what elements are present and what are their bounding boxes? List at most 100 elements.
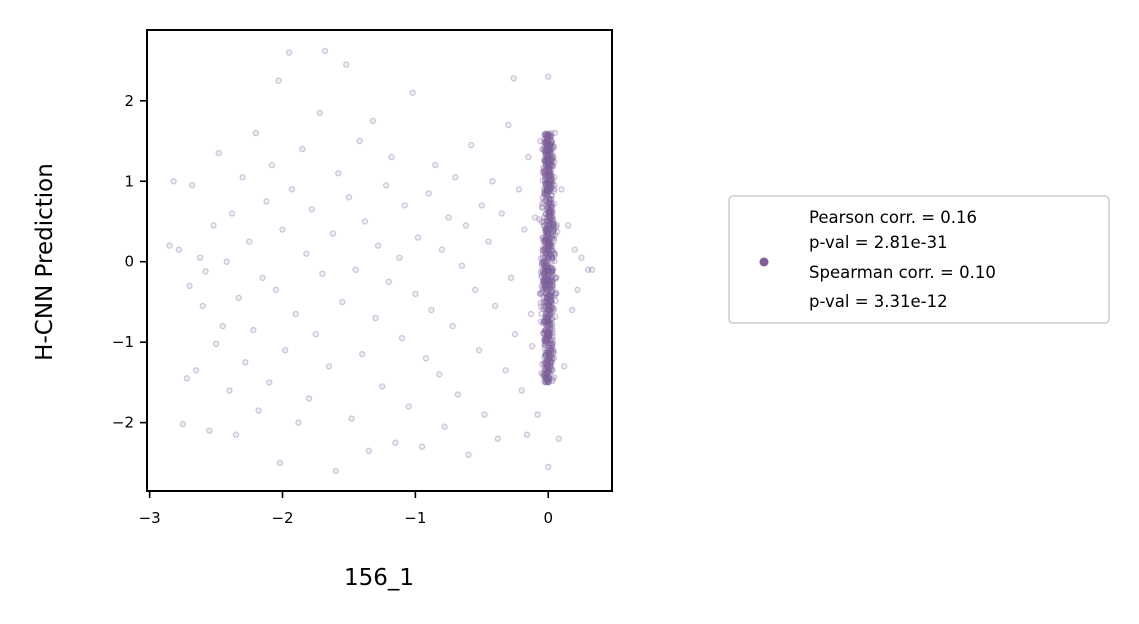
data-point <box>543 370 551 377</box>
data-point <box>548 235 555 242</box>
data-point <box>548 355 555 362</box>
data-point <box>544 301 551 308</box>
data-point <box>547 179 554 186</box>
data-point <box>545 318 552 326</box>
data-point <box>226 387 233 394</box>
data-point <box>541 169 548 176</box>
data-point <box>547 320 554 328</box>
data-point <box>541 335 549 342</box>
data-point <box>545 312 553 320</box>
data-point <box>548 233 555 240</box>
data-point <box>544 262 551 269</box>
data-point <box>494 435 501 442</box>
data-point <box>545 240 552 247</box>
data-point <box>545 206 553 214</box>
data-point <box>543 267 550 275</box>
data-point <box>551 275 559 283</box>
data-point <box>544 162 552 170</box>
data-point <box>527 310 535 318</box>
data-point <box>544 305 551 312</box>
data-point <box>548 310 555 317</box>
data-point <box>538 260 546 267</box>
data-point <box>545 354 553 361</box>
data-point <box>543 332 550 340</box>
data-point <box>548 265 556 272</box>
data-point <box>546 235 553 243</box>
data-point <box>545 379 552 386</box>
data-point <box>547 242 555 250</box>
data-point <box>551 231 559 239</box>
data-point <box>510 75 517 82</box>
data-point <box>525 153 532 161</box>
data-point <box>547 142 554 149</box>
data-point <box>542 139 549 146</box>
data-point <box>359 351 366 358</box>
data-point <box>199 302 206 310</box>
data-point <box>542 133 550 141</box>
data-point <box>541 366 549 373</box>
data-point <box>478 202 485 209</box>
data-point <box>548 175 555 183</box>
data-point <box>540 260 547 267</box>
data-point <box>546 185 553 192</box>
data-point <box>548 288 556 295</box>
data-point <box>537 269 545 276</box>
data-point <box>547 283 555 291</box>
data-point <box>542 314 549 322</box>
data-point <box>542 360 549 368</box>
data-point <box>545 182 552 190</box>
data-point <box>543 150 550 157</box>
data-point <box>428 306 435 314</box>
data-point <box>542 374 549 381</box>
data-point <box>552 291 559 299</box>
data-point <box>544 204 551 212</box>
data-point <box>542 371 549 379</box>
data-point <box>166 242 173 249</box>
data-point <box>223 258 230 265</box>
data-point <box>544 224 552 231</box>
data-point <box>548 293 556 300</box>
x-axis-ticks: −3 −2 −1 0 <box>139 491 553 527</box>
data-point <box>544 333 551 341</box>
data-point <box>547 204 554 211</box>
data-point <box>272 286 280 294</box>
data-point <box>541 192 548 199</box>
data-point <box>546 340 554 347</box>
data-point <box>537 318 545 325</box>
data-point <box>541 148 549 155</box>
data-point <box>548 192 555 199</box>
data-point <box>547 347 555 354</box>
data-point <box>540 167 548 175</box>
data-point <box>374 242 382 249</box>
data-point <box>543 131 551 139</box>
y-tick-label: −1 <box>112 333 134 351</box>
data-point <box>303 250 310 257</box>
legend: Pearson corr. = 0.16 p-val = 2.81e-31 Sp… <box>728 195 1110 324</box>
data-point <box>549 267 556 274</box>
data-point <box>547 296 555 304</box>
data-point <box>545 335 553 342</box>
data-point <box>543 170 550 178</box>
data-point <box>544 176 552 184</box>
data-point <box>544 147 551 154</box>
legend-box <box>728 195 1110 324</box>
data-point <box>382 182 390 189</box>
data-point <box>545 326 553 334</box>
data-point <box>361 218 369 225</box>
data-point <box>544 307 551 315</box>
data-point <box>545 349 552 357</box>
data-point <box>544 144 551 152</box>
data-point <box>544 357 551 364</box>
data-point <box>544 375 551 382</box>
data-point <box>547 363 554 371</box>
data-point <box>545 378 552 386</box>
data-point <box>546 344 553 352</box>
data-point <box>546 206 554 213</box>
data-point <box>549 218 556 226</box>
data-point <box>541 237 549 244</box>
data-point <box>546 156 553 163</box>
data-point <box>540 270 548 277</box>
data-point <box>546 170 553 178</box>
data-point <box>545 350 553 358</box>
data-point <box>543 220 550 228</box>
